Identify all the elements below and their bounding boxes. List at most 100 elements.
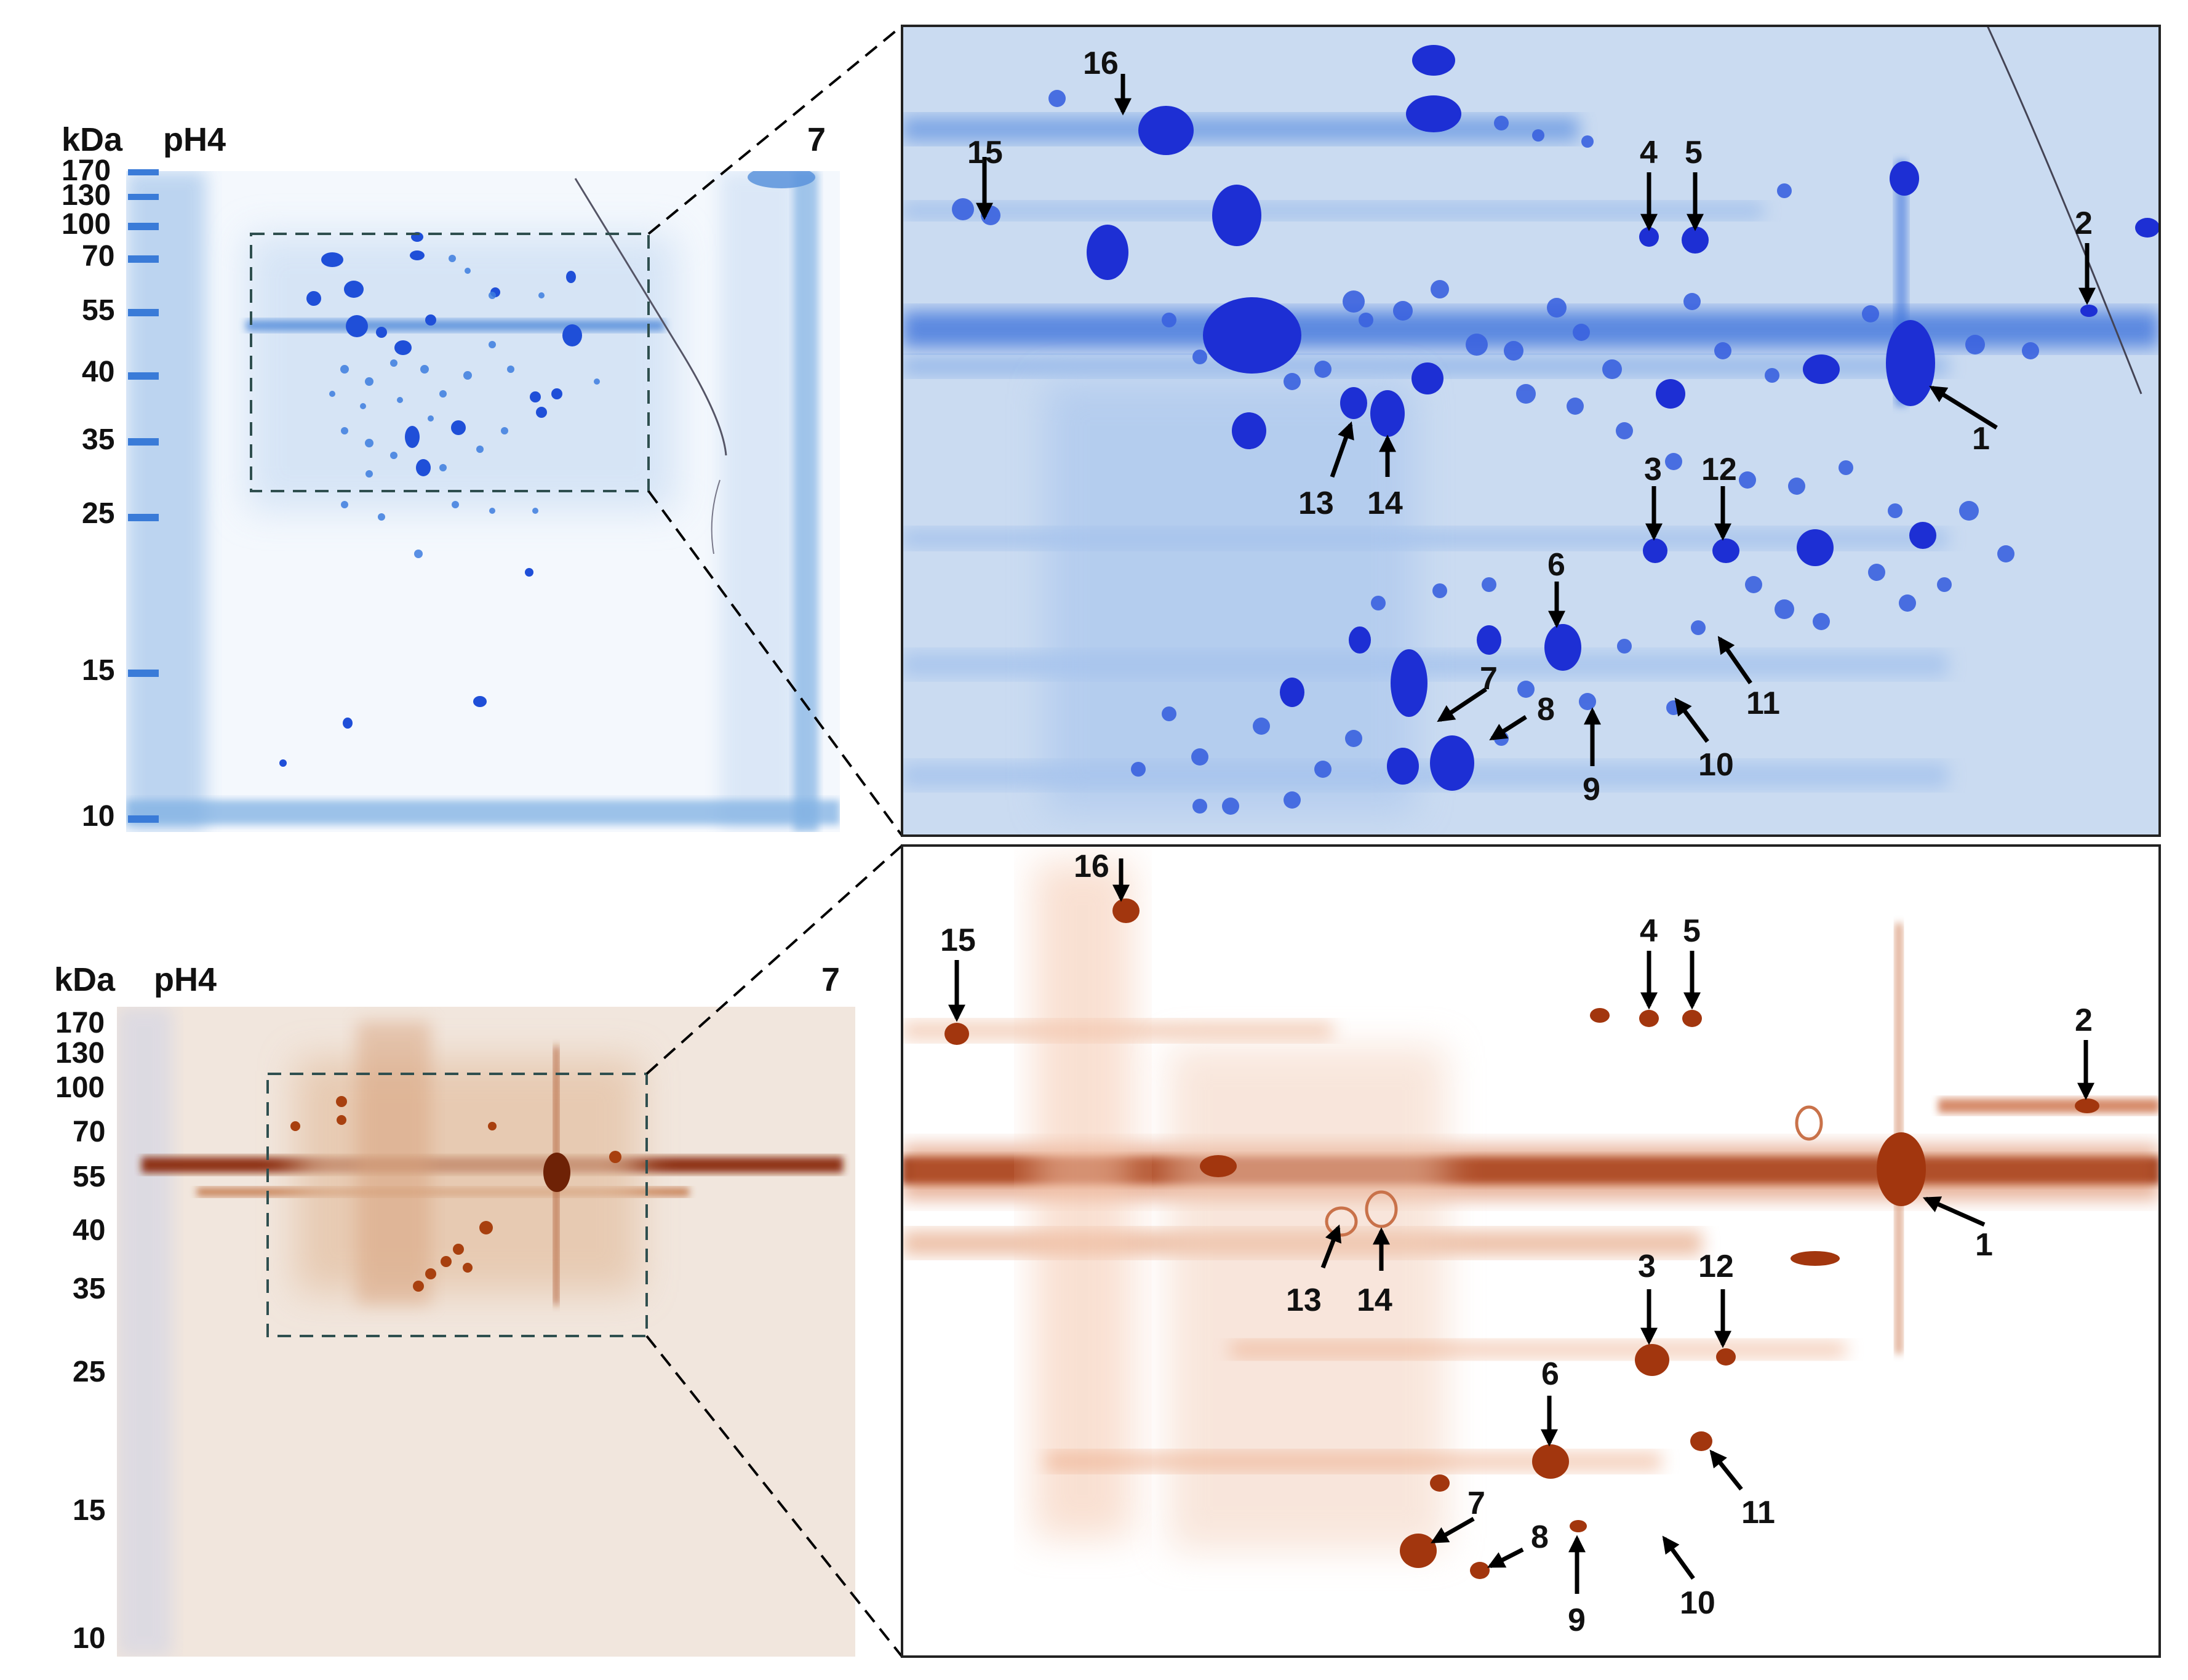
arrow-8-top <box>1489 715 1527 741</box>
bottom-num-6: 6 <box>1541 1356 1559 1392</box>
bottom-mw-35: 35 <box>73 1273 105 1305</box>
bottom-mw-40: 40 <box>73 1214 105 1247</box>
spot-6-coomassie <box>1544 624 1581 671</box>
bottom-zoom-connectors <box>645 844 903 1658</box>
spot-7-coomassie <box>1430 735 1474 791</box>
bottom-num-15: 15 <box>940 922 976 958</box>
bottom-num-9: 9 <box>1568 1602 1586 1638</box>
top-mw-170: 170 <box>62 154 111 187</box>
top-mw-40: 40 <box>82 356 114 388</box>
spot-3-coomassie <box>1643 538 1667 563</box>
spot-8-silver <box>1470 1562 1490 1579</box>
top-num-14: 14 <box>1367 486 1403 521</box>
spot-4-coomassie <box>1639 227 1659 247</box>
bottom-mw-markers: 170 130 100 70 55 40 35 25 15 10 <box>55 1007 105 1655</box>
top-num-16: 16 <box>1083 46 1119 81</box>
top-num-11: 11 <box>1746 686 1780 721</box>
top-left-gel <box>126 171 840 832</box>
bottom-right-zoom-border <box>901 844 2161 1658</box>
bottom-right-zoom-texture <box>902 862 2160 1551</box>
top-zoom-connectors <box>647 25 903 837</box>
spot-11-silver <box>1690 1431 1712 1451</box>
arrow-7-top <box>1437 687 1487 722</box>
top-left-gel-texture <box>126 171 840 832</box>
top-num-7: 7 <box>1480 661 1498 697</box>
bottom-mw-170: 170 <box>55 1007 105 1039</box>
top-right-minor-spots <box>952 90 2039 815</box>
top-num-1: 1 <box>1972 421 1990 457</box>
top-num-8: 8 <box>1537 692 1555 727</box>
arrow-11-top <box>1717 636 1752 684</box>
spot-12-silver <box>1716 1348 1736 1366</box>
arrow-1-bottom <box>1922 1196 1986 1227</box>
top-ladder-bands <box>128 169 159 823</box>
bottom-num-4: 4 <box>1640 913 1658 949</box>
top-right-spot-numbers: 16 15 4 5 2 1 13 14 3 12 6 11 7 8 9 10 <box>967 46 2093 807</box>
top-num-12: 12 <box>1701 452 1737 487</box>
spot-2-silver <box>2075 1098 2099 1113</box>
spot-7-silver <box>1400 1534 1437 1568</box>
spot-3-silver <box>1635 1344 1669 1376</box>
bottom-num-8: 8 <box>1531 1519 1549 1555</box>
bottom-mw-15: 15 <box>73 1494 105 1527</box>
top-mw-25: 25 <box>82 497 114 530</box>
top-mw-15: 15 <box>82 654 114 687</box>
top-mw-100: 100 <box>62 208 111 241</box>
spot-6-silver <box>1532 1444 1569 1479</box>
arrow-1-top <box>1929 386 1998 430</box>
bottom-ph-left-label: pH4 <box>154 961 217 998</box>
top-left-gel-spots <box>279 232 582 767</box>
top-right-annotations <box>976 74 2096 766</box>
bottom-ph-right-label: 7 <box>821 961 840 998</box>
bottom-mw-100: 100 <box>55 1071 105 1104</box>
spot-1-silver <box>1877 1132 1926 1206</box>
arrow-11-bottom <box>1709 1449 1743 1491</box>
bottom-num-3: 3 <box>1638 1249 1656 1284</box>
bottom-num-11: 11 <box>1741 1495 1775 1530</box>
bottom-num-12: 12 <box>1698 1249 1734 1284</box>
spot-12-coomassie <box>1712 538 1739 563</box>
bottom-right-zoom-gel <box>901 844 2161 1658</box>
top-mw-130: 130 <box>62 179 111 212</box>
arrow-8-bottom <box>1487 1547 1524 1569</box>
top-mw-10: 10 <box>82 800 114 833</box>
bottom-mw-70: 70 <box>73 1116 105 1148</box>
bottom-left-gel-texture <box>117 1007 855 1657</box>
top-num-6: 6 <box>1547 547 1565 583</box>
top-mw-35: 35 <box>82 423 114 456</box>
bottom-num-10: 10 <box>1680 1585 1715 1621</box>
bottom-mw-130: 130 <box>55 1037 105 1070</box>
spot-13-coomassie <box>1340 387 1367 419</box>
arrow-13-bottom <box>1320 1224 1342 1269</box>
bottom-left-gel <box>117 1007 855 1657</box>
bottom-num-16: 16 <box>1074 849 1109 884</box>
top-num-5: 5 <box>1685 135 1703 170</box>
spot-5-coomassie <box>1682 226 1709 254</box>
bottom-mw-55: 55 <box>73 1161 105 1193</box>
spot-14-coomassie <box>1370 390 1405 437</box>
bottom-kda-label: kDa <box>54 961 116 998</box>
top-ph-left-label: pH4 <box>163 121 226 158</box>
top-right-zoom-border <box>901 25 2161 837</box>
top-left-gel-small-spots <box>329 255 600 558</box>
top-right-zoom-texture <box>902 26 2160 836</box>
spot-16-silver <box>1112 898 1140 923</box>
top-right-major-spots <box>1087 45 2160 791</box>
bottom-num-14: 14 <box>1357 1282 1392 1318</box>
bottom-num-1: 1 <box>1975 1227 1993 1263</box>
spot-1-coomassie <box>1886 320 1935 406</box>
arrow-10-top <box>1674 697 1709 743</box>
top-right-zoom-gel <box>901 25 2161 837</box>
bottom-right-annotations <box>948 858 2094 1594</box>
top-num-9: 9 <box>1583 772 1600 807</box>
spot-2-coomassie <box>2080 305 2098 317</box>
bottom-num-13: 13 <box>1286 1282 1322 1318</box>
top-num-3: 3 <box>1644 452 1662 487</box>
spot-16-coomassie <box>1138 106 1194 155</box>
spot-14-silver <box>1365 1190 1398 1228</box>
arrow-10-bottom <box>1662 1535 1695 1580</box>
top-kda-label: kDa <box>62 121 123 158</box>
top-num-15: 15 <box>967 135 1003 170</box>
top-num-4: 4 <box>1640 135 1658 170</box>
